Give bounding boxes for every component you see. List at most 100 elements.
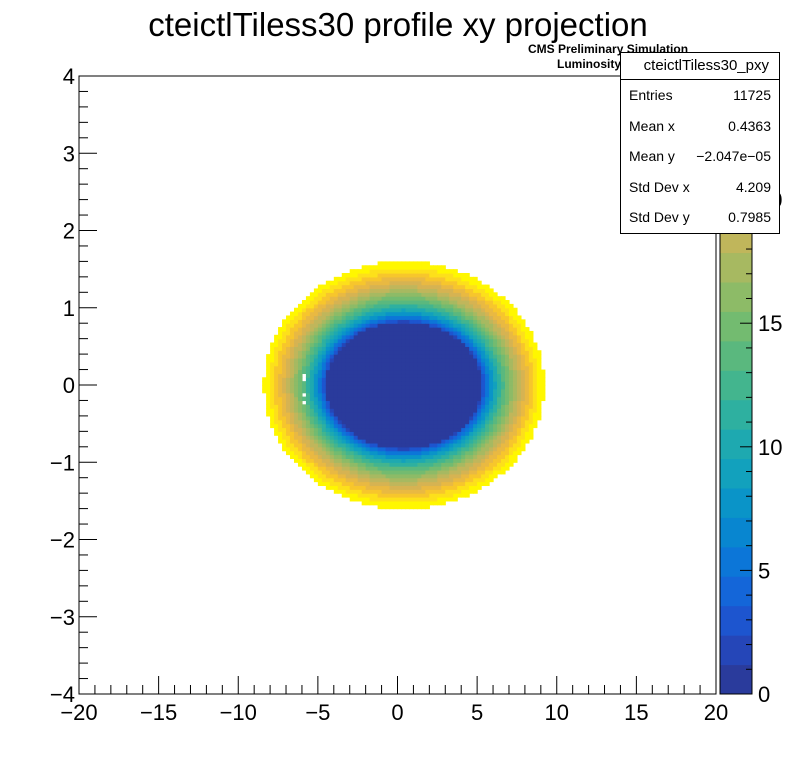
heatmap-bin bbox=[389, 296, 395, 301]
heatmap-bin bbox=[417, 489, 422, 494]
heatmap-bin bbox=[528, 354, 534, 359]
heatmap-bin bbox=[477, 296, 482, 301]
heatmap-bin bbox=[493, 334, 498, 340]
heatmap-bin bbox=[449, 276, 454, 282]
heatmap-bin bbox=[449, 427, 454, 432]
heatmap-bin bbox=[349, 427, 355, 432]
heatmap-bin bbox=[290, 330, 295, 336]
heatmap-bin bbox=[345, 415, 351, 421]
heatmap-bin bbox=[337, 292, 343, 297]
heatmap-bin bbox=[536, 392, 542, 398]
heatmap-bin bbox=[373, 500, 379, 506]
heatmap-bin bbox=[373, 272, 379, 278]
heatmap-bin bbox=[429, 342, 434, 347]
heatmap-bin bbox=[293, 400, 299, 405]
heatmap-bin bbox=[536, 350, 542, 355]
heatmap-bin bbox=[309, 369, 315, 375]
heatmap-bin bbox=[345, 342, 351, 347]
heatmap-bin bbox=[369, 385, 375, 390]
heatmap-bin bbox=[329, 284, 335, 290]
heatmap-bin bbox=[341, 469, 347, 475]
heatmap-bin bbox=[317, 319, 323, 324]
heatmap-bin bbox=[481, 412, 486, 417]
heatmap-bin bbox=[357, 404, 363, 409]
heatmap-bin bbox=[365, 311, 371, 317]
heatmap-bin bbox=[421, 373, 426, 378]
heatmap-bin bbox=[421, 342, 426, 347]
heatmap-bin bbox=[266, 396, 271, 402]
heatmap-bin bbox=[445, 481, 450, 487]
heatmap-bin bbox=[405, 269, 411, 274]
heatmap-bin bbox=[337, 458, 343, 463]
heatmap-bin bbox=[278, 346, 283, 351]
heatmap-bin bbox=[341, 311, 347, 317]
heatmap-bin bbox=[457, 276, 462, 282]
heatmap-bin bbox=[437, 272, 442, 278]
heatmap-bin bbox=[433, 365, 438, 371]
heatmap-bin bbox=[501, 357, 506, 363]
heatmap-bin bbox=[389, 412, 395, 417]
heatmap-bin bbox=[417, 500, 422, 506]
heatmap-bin bbox=[524, 327, 530, 332]
heatmap-bin bbox=[425, 303, 430, 309]
heatmap-bin bbox=[532, 408, 538, 413]
heatmap-bin bbox=[353, 466, 359, 471]
heatmap-bin bbox=[417, 442, 422, 448]
heatmap-bin bbox=[516, 431, 522, 436]
heatmap-bin bbox=[290, 423, 295, 429]
heatmap-bin bbox=[305, 334, 311, 340]
heatmap-bin bbox=[333, 454, 339, 459]
heatmap-bin bbox=[297, 427, 303, 432]
heatmap-bin bbox=[481, 284, 486, 290]
heatmap-bin bbox=[349, 446, 355, 452]
heatmap-bin bbox=[425, 288, 430, 293]
heatmap-bin bbox=[409, 439, 415, 444]
heatmap-bin bbox=[441, 427, 446, 432]
heatmap-bin bbox=[508, 381, 514, 386]
heatmap-bin bbox=[369, 381, 375, 386]
heatmap-bin bbox=[512, 373, 518, 378]
heatmap-bin bbox=[325, 400, 331, 405]
heatmap-bin bbox=[393, 334, 399, 340]
heatmap-bin bbox=[401, 307, 407, 313]
heatmap-bin bbox=[286, 323, 291, 328]
heatmap-bin bbox=[457, 469, 462, 475]
heatmap-bin bbox=[405, 485, 411, 490]
heatmap-bin bbox=[397, 357, 403, 363]
heatmap-bin bbox=[425, 392, 430, 398]
heatmap-bin bbox=[365, 276, 371, 282]
heatmap-bin bbox=[520, 338, 526, 344]
heatmap-bin bbox=[508, 450, 514, 456]
heatmap-bin bbox=[405, 412, 411, 417]
heatmap-bin bbox=[397, 361, 403, 367]
heatmap-bin bbox=[381, 435, 387, 440]
heatmap-bin bbox=[397, 323, 403, 328]
heatmap-bin bbox=[282, 369, 287, 375]
heatmap-bin bbox=[337, 350, 343, 355]
heatmap-bin bbox=[421, 435, 426, 440]
heatmap-bin bbox=[508, 319, 514, 324]
heatmap-bin bbox=[393, 462, 399, 467]
heatmap-bin bbox=[449, 350, 454, 355]
heatmap-bin bbox=[485, 303, 490, 309]
heatmap-bin bbox=[437, 408, 442, 413]
heatmap-bin bbox=[345, 338, 351, 344]
heatmap-bin bbox=[321, 350, 327, 355]
heatmap-bin bbox=[381, 354, 387, 359]
heatmap-bin bbox=[321, 435, 327, 440]
heatmap-bin bbox=[301, 361, 307, 367]
heatmap-bin bbox=[469, 388, 474, 394]
heatmap-bin bbox=[489, 346, 494, 351]
heatmap-bin bbox=[357, 315, 363, 320]
heatmap-bin bbox=[397, 504, 403, 510]
heatmap-bin bbox=[433, 346, 438, 351]
heatmap-bin bbox=[389, 292, 395, 297]
heatmap-bin bbox=[341, 404, 347, 409]
heatmap-bin bbox=[433, 334, 438, 340]
heatmap-bin bbox=[282, 427, 287, 432]
heatmap-bin bbox=[293, 381, 299, 386]
heatmap-bin bbox=[497, 435, 502, 440]
heatmap-bin bbox=[429, 493, 434, 498]
heatmap-bin bbox=[293, 412, 299, 417]
heatmap-bin bbox=[512, 446, 518, 452]
